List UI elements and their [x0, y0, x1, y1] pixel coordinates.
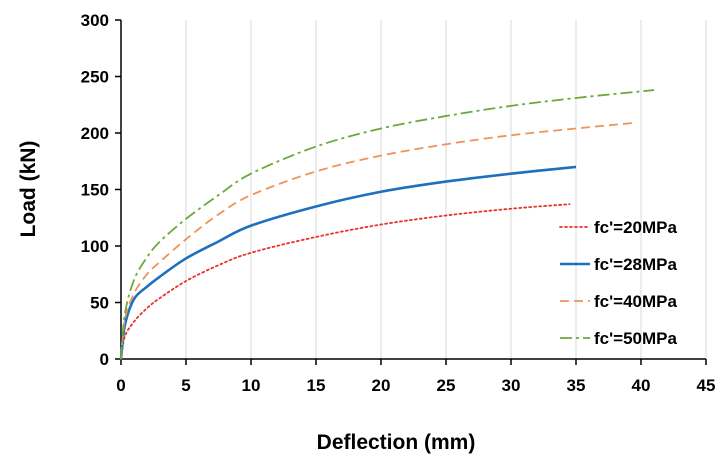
vertical-grid [185, 20, 707, 359]
y-tick-label-250: 250 [81, 68, 109, 87]
x-tick-label-10: 10 [242, 376, 261, 395]
legend-label-2: fc'=28MPa [594, 255, 677, 274]
y-axis-title: Load (kN) [17, 141, 40, 238]
legend-label-3: fc'=40MPa [594, 292, 677, 311]
x-tick-labels: 0 5 10 15 20 25 30 35 40 45 [116, 376, 715, 395]
y-tick-label-200: 200 [81, 124, 109, 143]
legend-label-4: fc'=50MPa [594, 329, 677, 348]
legend-label-1: fc'=20MPa [594, 218, 677, 237]
x-tick-label-40: 40 [632, 376, 651, 395]
x-tick-label-45: 45 [697, 376, 716, 395]
axes [115, 19, 707, 365]
x-tick-label-0: 0 [116, 376, 125, 395]
x-tick-label-30: 30 [502, 376, 521, 395]
series-line-4 [120, 89, 655, 360]
y-tick-label-0: 0 [100, 350, 109, 369]
series-line-3 [120, 121, 635, 360]
legend: fc'=20MPa fc'=28MPa fc'=40MPa fc'=50MPa [559, 218, 677, 348]
series-lines [119, 89, 655, 360]
y-tick-label-50: 50 [90, 294, 109, 313]
x-axis-title: Deflection (mm) [317, 431, 476, 454]
x-tick-label-15: 15 [307, 376, 326, 395]
y-tick-label-300: 300 [81, 11, 109, 30]
series-line-1 [120, 203, 571, 360]
y-tick-label-100: 100 [81, 237, 109, 256]
x-tick-label-5: 5 [181, 376, 190, 395]
y-tick-labels: 0 50 100 150 200 250 300 [81, 11, 109, 369]
x-tick-label-35: 35 [567, 376, 586, 395]
x-tick-label-20: 20 [372, 376, 391, 395]
x-tick-label-25: 25 [437, 376, 456, 395]
y-tick-label-150: 150 [81, 181, 109, 200]
series-line-2 [119, 165, 577, 360]
